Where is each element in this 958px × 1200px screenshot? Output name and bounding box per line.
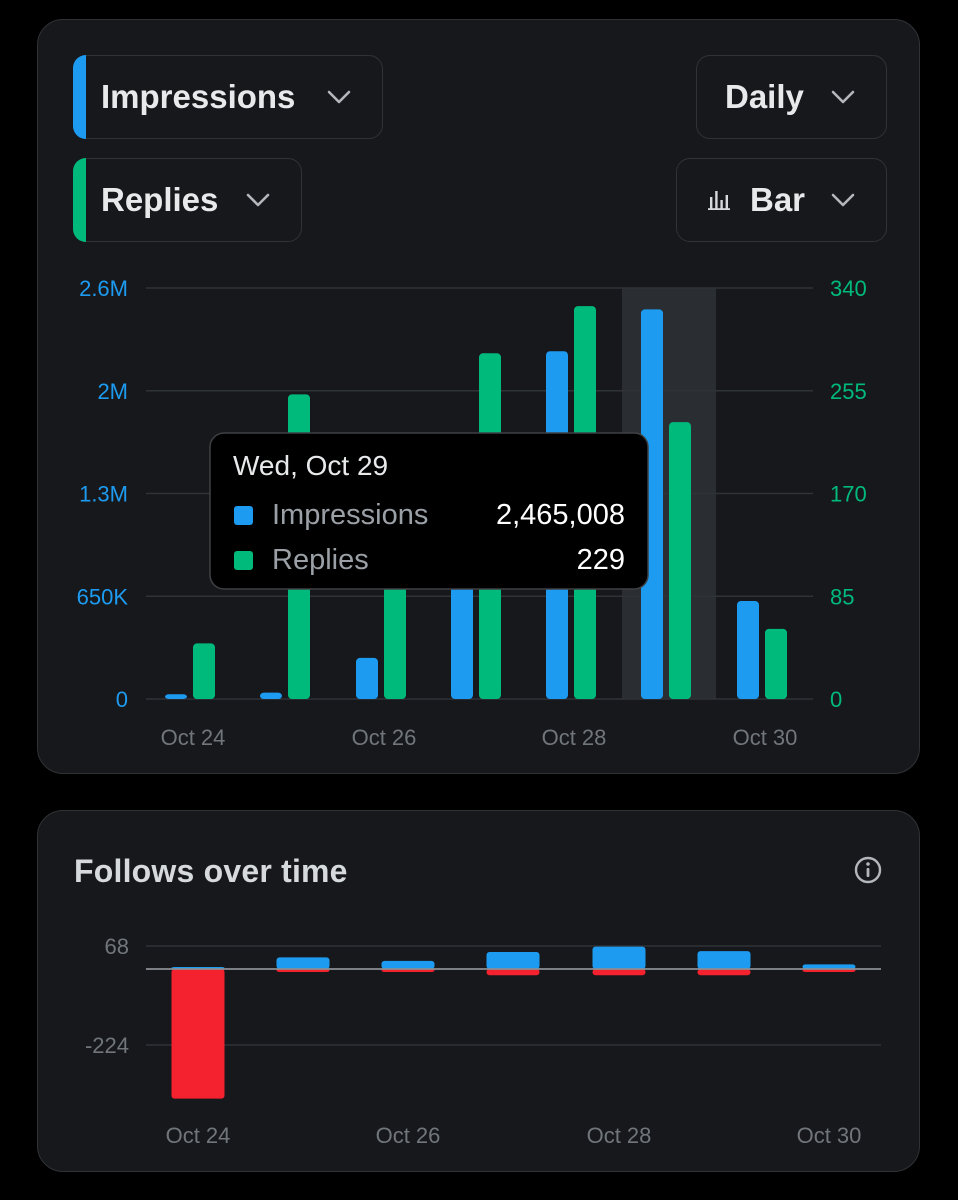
chart-tooltip: Wed, Oct 29 Impressions 2,465,008 Replies 22… xyxy=(209,432,649,590)
y-tick-label: -224 xyxy=(85,1033,129,1058)
replies-bar xyxy=(193,643,215,699)
primary-metric-label: Impressions xyxy=(101,78,296,115)
x-tick-label: Oct 30 xyxy=(733,725,798,750)
y-left-tick-label: 650K xyxy=(77,584,129,609)
follows-bar xyxy=(276,957,330,969)
impressions-replies-chart: 0 0 650K 85 1.3M 170 2M 255 2.6M 340 Oct 24 Oct 26 O… xyxy=(77,276,867,750)
interval-label: Daily xyxy=(725,78,804,115)
y-tick-label: 68 xyxy=(105,934,129,959)
y-right-tick-label: 340 xyxy=(830,276,867,301)
tooltip-swatch xyxy=(234,506,253,525)
tooltip-series-label: Replies xyxy=(272,544,369,576)
impressions-bar xyxy=(641,309,663,699)
y-right-tick-label: 170 xyxy=(830,482,867,507)
tooltip-series-value: 2,465,008 xyxy=(496,499,625,531)
follows-chart: 68 -224 Oct 24 Oct 26 Oct 28 Oct 30 xyxy=(85,934,881,1148)
x-tick-label: Oct 26 xyxy=(352,725,417,750)
x-tick-label: Oct 26 xyxy=(376,1123,441,1148)
chart-type-dropdown[interactable]: Bar xyxy=(676,158,887,242)
x-tick-label: Oct 28 xyxy=(542,725,607,750)
follows-bar xyxy=(697,951,751,969)
unfollows-bar xyxy=(592,969,646,976)
bar-chart-icon xyxy=(708,191,730,210)
tooltip-box xyxy=(209,432,649,590)
performance-card: Impressions Daily Replies Bar 0 0 650K 85 1.… xyxy=(37,19,920,774)
tooltip-date: Wed, Oct 29 xyxy=(233,450,388,481)
primary-metric-dropdown[interactable]: Impressions xyxy=(73,55,383,139)
chevron-down-icon xyxy=(831,90,855,104)
y-right-tick-label: 85 xyxy=(830,584,854,609)
x-tick-label: Oct 24 xyxy=(161,725,226,750)
y-left-tick-label: 2.6M xyxy=(79,276,128,301)
chevron-down-icon xyxy=(831,193,855,207)
follows-bar xyxy=(802,964,856,969)
tooltip-series-label: Impressions xyxy=(272,499,428,531)
follows-bar xyxy=(486,951,540,969)
tooltip-swatch xyxy=(234,551,253,570)
impressions-bar xyxy=(165,694,187,699)
secondary-metric-dropdown[interactable]: Replies xyxy=(73,158,302,242)
unfollows-bar xyxy=(486,969,540,976)
follows-bar xyxy=(381,960,435,969)
replies-bar xyxy=(669,422,691,699)
follows-card-title: Follows over time xyxy=(74,853,348,889)
unfollows-bar xyxy=(697,969,751,976)
chevron-down-icon xyxy=(246,193,270,207)
impressions-bar xyxy=(260,692,282,699)
impressions-bar xyxy=(737,600,759,699)
secondary-metric-label: Replies xyxy=(101,181,219,218)
primary-metric-color-swatch xyxy=(73,55,86,139)
x-tick-label: Oct 30 xyxy=(797,1123,862,1148)
y-left-tick-label: 0 xyxy=(116,687,128,712)
chevron-down-icon xyxy=(327,90,351,104)
unfollows-bar xyxy=(171,969,225,1099)
y-left-tick-label: 1.3M xyxy=(79,482,128,507)
y-right-tick-label: 255 xyxy=(830,379,867,404)
interval-dropdown[interactable]: Daily xyxy=(696,55,887,139)
x-tick-label: Oct 28 xyxy=(587,1123,652,1148)
follows-card: Follows over time 68 -224 Oct 24 Oct 26 Oct … xyxy=(37,810,920,1172)
tooltip-series-value: 229 xyxy=(577,544,625,576)
chart-type-label: Bar xyxy=(750,181,806,218)
secondary-metric-color-swatch xyxy=(73,158,86,242)
x-tick-label: Oct 24 xyxy=(166,1123,231,1148)
y-right-tick-label: 0 xyxy=(830,687,842,712)
info-icon[interactable] xyxy=(853,855,883,885)
replies-bar xyxy=(765,628,787,699)
y-left-tick-label: 2M xyxy=(97,379,128,404)
impressions-bar xyxy=(356,657,378,699)
follows-bar xyxy=(592,946,646,969)
